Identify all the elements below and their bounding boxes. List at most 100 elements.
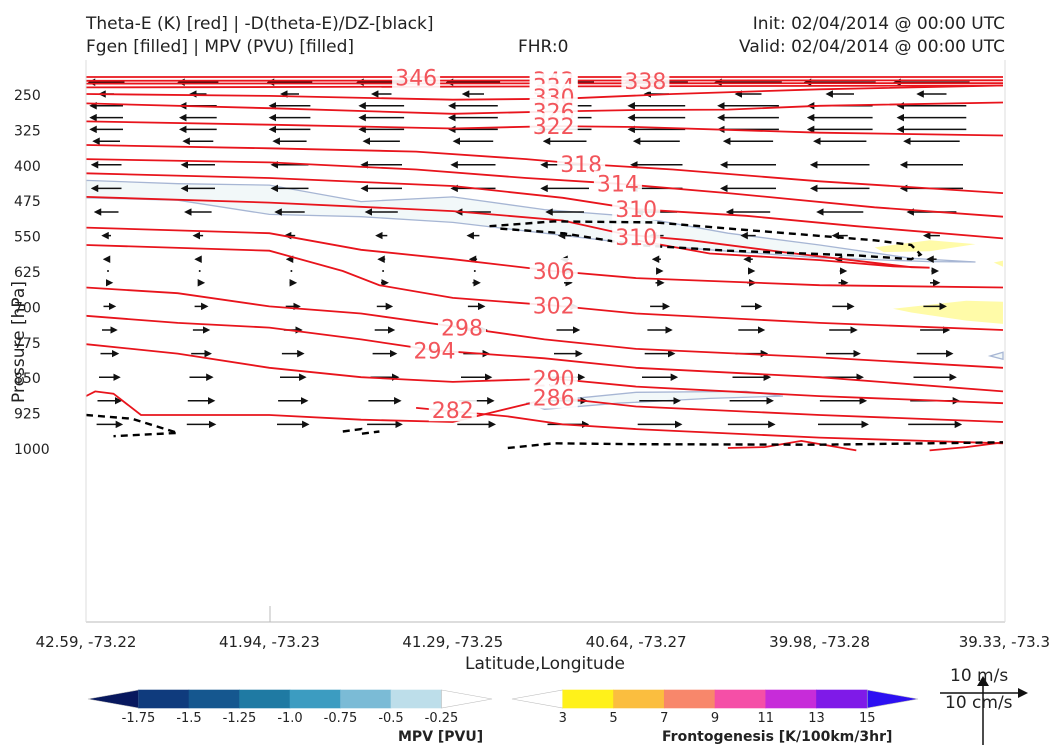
colorbar-tick-label: -1.25 (223, 711, 257, 726)
fgen-region-edge (993, 260, 1003, 267)
theta-e-contour (86, 144, 1004, 194)
colorbar-segment (441, 689, 493, 709)
theta-e-contour (86, 158, 1004, 218)
contour-label-bg (593, 170, 642, 195)
contour-label: 346 (395, 67, 437, 92)
dthetae-dz-contour (342, 427, 380, 436)
mpv-colorbar-title: MPV [PVU] (398, 729, 484, 745)
x-tick-label: 41.29, -73.25 (402, 633, 503, 651)
y-tick-label: 1000 (14, 442, 50, 458)
dthetae-dz-contour (507, 441, 1004, 450)
colorbar-segment (866, 689, 919, 709)
colorbar-tick-label: -1.75 (122, 711, 156, 726)
colorbar-segment (87, 689, 139, 709)
fgen-region-lower (893, 300, 1003, 324)
theta-e-contour (86, 101, 1004, 115)
colorbar-segment (613, 689, 665, 709)
contour-label-bg (612, 196, 661, 221)
contour-label-bg (612, 224, 661, 248)
colorbar-tick-label: -0.25 (425, 711, 459, 726)
wind-reference-key: 10 m/s 10 cm/s (940, 666, 1028, 745)
colorbar-segment (511, 689, 564, 709)
theta-e-contour (86, 343, 1004, 405)
contour-label: 306 (533, 260, 575, 285)
x-tick-label: 42.59, -73.22 (36, 633, 137, 651)
colorbar-tick-label: -1.5 (176, 711, 201, 726)
y-tick-label: 850 (14, 371, 41, 387)
colorbar-tick-label: -1.0 (277, 711, 302, 726)
colorbar-tick-label: -0.5 (378, 711, 403, 726)
mpv-colorbar: -1.75 -1.5 -1.25 -1.0 -0.75 -0.5 -0.25 (87, 689, 493, 726)
title-left-line1: Theta-E (K) [red] | -D(theta-E)/DZ-[blac… (86, 14, 434, 34)
contour-label-bg (529, 258, 578, 282)
contour-label-bg (529, 292, 578, 317)
theta-e-contour (86, 196, 930, 269)
colorbar-tick-label: 9 (711, 711, 719, 726)
theta-e-contour (86, 390, 1004, 423)
y-tick-label: 250 (14, 88, 41, 104)
colorbar-tick-label: 15 (859, 711, 876, 726)
contour-label: 286 (533, 387, 575, 412)
colorbar-segment (663, 689, 716, 709)
contour-label-bg (428, 397, 477, 422)
contour-label-bg (529, 113, 578, 138)
colorbar-segment (340, 689, 392, 709)
contour-label-bg (438, 314, 486, 339)
contour-label: 310 (615, 226, 657, 251)
y-axis-label: Pressure [hPa] (9, 281, 29, 403)
x-tick-label: 40.64, -73.27 (586, 633, 687, 651)
x-tick-label: 39.98, -73.28 (769, 633, 870, 651)
y-tick-label: 475 (14, 194, 41, 210)
y-tick-label: 925 (14, 407, 41, 423)
wind-arrow (107, 270, 110, 272)
contour-label: 322 (533, 115, 575, 140)
mpv-region-edge (987, 351, 1004, 361)
theta-e-contour (86, 244, 1004, 331)
y-tick-label: 700 (14, 300, 41, 316)
colorbar-segment (562, 689, 614, 709)
forecast-hour: FHR:0 (518, 37, 569, 57)
colorbar-tick-label: 7 (660, 711, 668, 726)
contour-label: 302 (533, 295, 575, 320)
wind-ref-horizontal: 10 m/s (950, 666, 1008, 686)
contour-label: 294 (414, 339, 456, 364)
x-tick-label: 41.94, -73.23 (219, 633, 320, 651)
colorbar-tick-label: 5 (609, 711, 617, 726)
y-tick-label: 775 (14, 336, 41, 352)
colorbar-segment (239, 689, 291, 709)
contour-label: 314 (597, 173, 639, 198)
colorbar-segment (765, 689, 817, 709)
fgen-colorbar-title: Frontogenesis [K/100km/3hr] (662, 729, 893, 745)
x-tick-label: 39.33, -73.3 (959, 633, 1050, 651)
colorbar-tick-label: -0.75 (324, 711, 358, 726)
colorbar-tick-label: 11 (758, 711, 775, 726)
y-tick-label: 325 (14, 123, 41, 139)
colorbar-tick-label: 13 (808, 711, 825, 726)
contour-label-bg (529, 384, 578, 409)
wind-arrow (473, 270, 476, 272)
colorbar-segment (289, 689, 341, 709)
wind-arrow (290, 270, 293, 272)
x-axis-label: Latitude,Longitude (465, 654, 625, 674)
contour-label-bg (410, 337, 459, 362)
contour-label-bg (621, 67, 670, 92)
frontogenesis-colorbar: 3 5 7 9 11 13 15 (511, 689, 919, 726)
colorbar-segment (714, 689, 767, 709)
y-tick-label: 400 (14, 159, 41, 175)
init-time: Init: 02/04/2014 @ 00:00 UTC (752, 14, 1005, 34)
y-tick-label: 625 (14, 265, 41, 281)
contour-label-bg (392, 64, 441, 89)
colorbar-tick-label: 3 (559, 711, 567, 726)
mpv-region-upper (86, 179, 976, 263)
colorbar-segment (138, 689, 190, 709)
y-tick-label: 550 (14, 230, 41, 246)
theta-e-contour (727, 439, 857, 452)
colorbar-segment (816, 689, 868, 709)
theta-e-contour (929, 441, 1004, 452)
contour-label: 338 (624, 70, 666, 95)
contour-label: 310 (615, 198, 657, 223)
colorbar-segment (390, 689, 442, 709)
colorbar-segment (188, 689, 240, 709)
wind-ref-vertical: 10 cm/s (945, 693, 1013, 713)
